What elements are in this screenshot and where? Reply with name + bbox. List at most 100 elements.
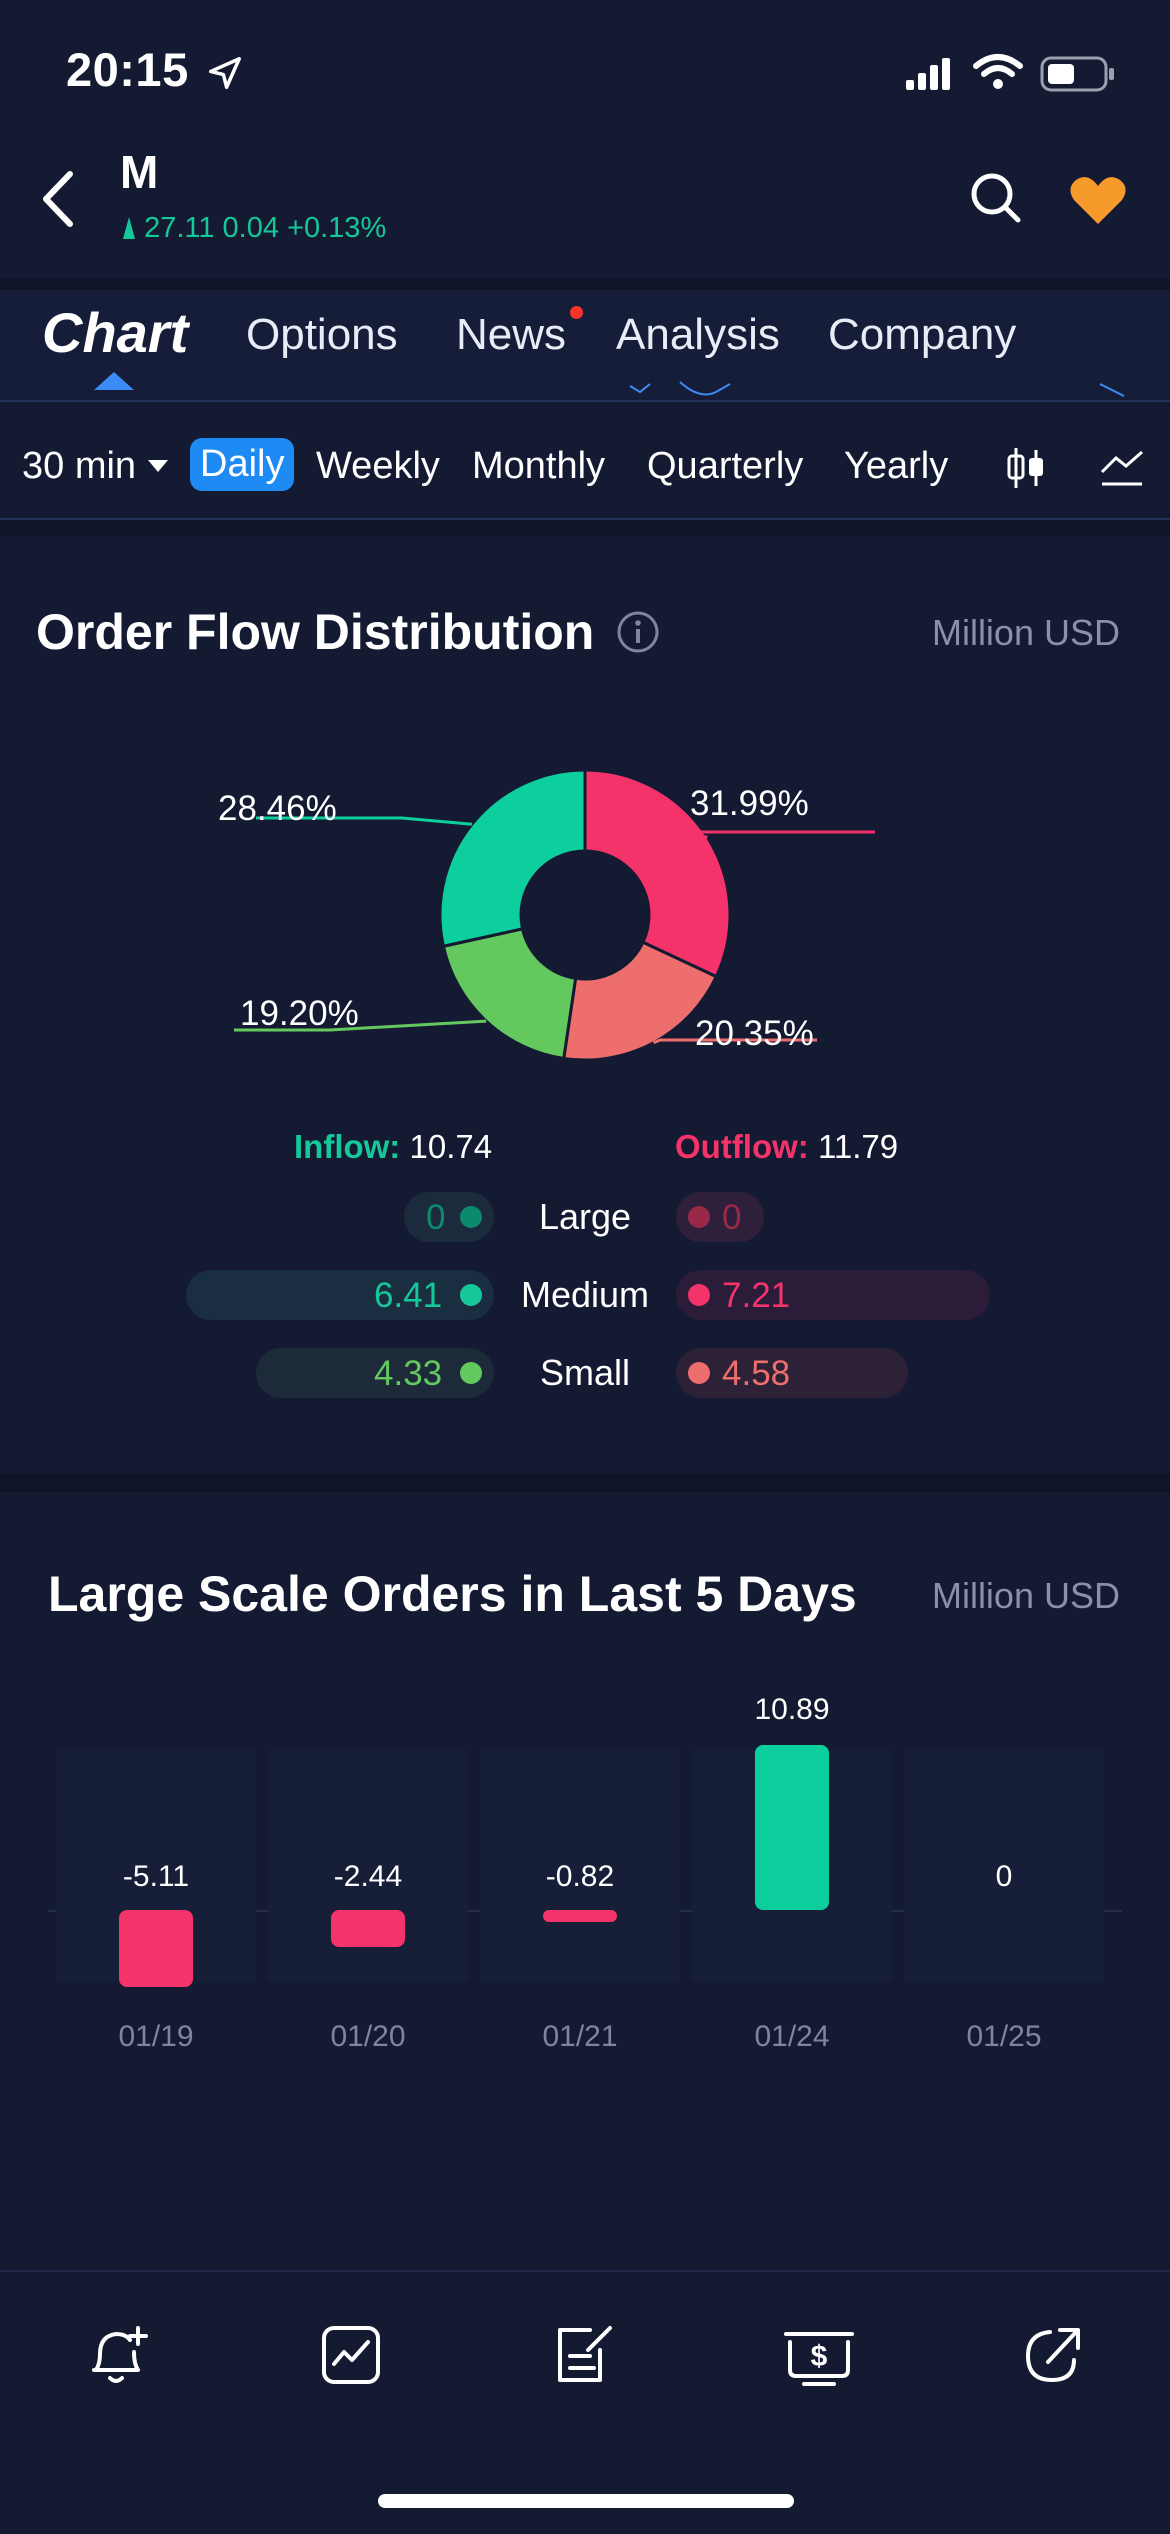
bar-date-label: 01/21 <box>542 2020 618 2053</box>
price-change-pct: +0.13% <box>287 212 387 244</box>
bar-value-label: -5.11 <box>122 1860 190 1893</box>
section-divider <box>0 1474 1170 1492</box>
large-orders-unit: Million USD <box>931 1575 1120 1616</box>
small-outflow-pill <box>676 1348 908 1398</box>
favorite-heart-icon[interactable] <box>1068 172 1128 228</box>
donut-slice <box>438 768 587 949</box>
edit-note-icon[interactable] <box>550 2320 620 2390</box>
tab-chart-label: Chart <box>42 301 189 364</box>
small-inflow-pill <box>256 1348 494 1398</box>
bar-value-label: -0.82 <box>545 1860 615 1893</box>
candlestick-icon[interactable] <box>1004 444 1048 492</box>
period-quarterly[interactable]: Quarterly <box>647 445 804 487</box>
medium-inflow-dot <box>460 1284 482 1306</box>
news-badge <box>570 306 583 319</box>
donut-pct-label: 28.46% <box>218 789 337 828</box>
large-inflow-dot <box>460 1206 482 1228</box>
outflow-value: 11.79 <box>817 1128 899 1165</box>
interval-label: 30 min <box>22 445 137 487</box>
medium-outflow-pill <box>676 1270 990 1320</box>
svg-text:$: $ <box>811 2340 828 2373</box>
ticker-symbol: M <box>120 146 159 198</box>
bar <box>755 1745 829 1910</box>
tab-company[interactable]: Company <box>828 310 1017 359</box>
battery-icon <box>1040 56 1114 92</box>
small-outflow-value: 4.58 <box>722 1354 791 1393</box>
order-flow-title: Order Flow Distribution <box>36 604 595 660</box>
large-inflow-value: 0 <box>426 1198 446 1237</box>
section-divider <box>0 520 1170 536</box>
order-flow-donut-chart: 31.99% 20.35% 19.20% 28.46% <box>218 768 875 1062</box>
medium-row-label: Medium <box>520 1274 650 1315</box>
donut-slice <box>562 940 719 1062</box>
small-outflow-dot <box>688 1362 710 1384</box>
period-weekly[interactable]: Weekly <box>316 445 440 487</box>
outflow-label: Outflow: <box>675 1128 809 1165</box>
share-icon[interactable] <box>1018 2320 1088 2390</box>
inflow-value: 10.74 <box>409 1128 493 1165</box>
medium-inflow-value: 6.41 <box>374 1276 443 1315</box>
active-tab-indicator <box>94 372 134 390</box>
wifi-icon <box>973 54 1023 89</box>
outflow-summary: Outflow: 11.79 <box>675 1128 898 1166</box>
bar-date-label: 01/25 <box>966 2020 1042 2053</box>
donut-slice <box>583 768 732 979</box>
bar-value-label: -2.44 <box>333 1860 403 1893</box>
bar <box>331 1910 405 1947</box>
donut-leader-line <box>256 816 473 826</box>
medium-outflow-value: 7.21 <box>722 1276 791 1315</box>
back-icon[interactable] <box>38 170 78 228</box>
chart-trend-icon[interactable] <box>316 2320 386 2390</box>
period-daily[interactable]: Daily <box>190 438 295 491</box>
location-arrow-icon <box>209 57 241 89</box>
tab-news[interactable]: News <box>456 310 567 359</box>
caret-down-icon <box>147 460 168 472</box>
bar-value-label: 10.89 <box>754 1693 830 1726</box>
dollar-trade-icon[interactable]: $ <box>784 2320 854 2390</box>
search-icon[interactable] <box>968 170 1024 226</box>
donut-leader-line <box>652 1038 817 1045</box>
inflow-label: Inflow: <box>294 1128 401 1165</box>
home-indicator <box>378 2494 794 2508</box>
bar-value-label: 0 <box>995 1860 1013 1893</box>
donut-pct-label: 20.35% <box>695 1014 814 1053</box>
tab-bar <box>0 278 1170 402</box>
up-arrow-icon <box>123 217 135 239</box>
donut-pct-label: 31.99% <box>690 784 809 823</box>
tab-chart[interactable]: Chart <box>42 300 188 365</box>
medium-inflow-pill <box>186 1270 494 1320</box>
large-row-label: Large <box>538 1196 632 1237</box>
order-flow-unit: Million USD <box>931 612 1120 653</box>
bottom-toolbar <box>0 2270 1170 2534</box>
period-yearly[interactable]: Yearly <box>844 445 949 487</box>
bar-date-label: 01/19 <box>118 2020 194 2053</box>
chart-peek-line <box>629 381 1125 397</box>
bar-date-label: 01/24 <box>754 2020 830 2053</box>
signal-icon <box>906 58 950 90</box>
bar <box>543 1910 617 1923</box>
donut-slice <box>441 927 578 1061</box>
indicator-line-icon[interactable] <box>1098 446 1146 488</box>
quote-line: 27.11 0.04 +0.13% <box>122 212 386 245</box>
bar <box>119 1910 193 1988</box>
donut-leader-line <box>234 1019 487 1032</box>
period-monthly[interactable]: Monthly <box>472 445 606 487</box>
bar-column-bg <box>480 1750 680 1982</box>
large-orders-bar-chart: -5.11 01/19 -2.44 01/20 -0.82 01/21 10.89 01/24… <box>0 1680 1170 2080</box>
donut-leader-line <box>675 830 875 839</box>
tab-options[interactable]: Options <box>246 310 398 359</box>
small-inflow-dot <box>460 1362 482 1384</box>
status-time: 20:15 <box>66 43 189 96</box>
period-bar <box>0 410 1170 520</box>
inflow-summary: Inflow: 10.74 <box>294 1128 492 1166</box>
bell-plus-icon[interactable] <box>82 2320 152 2390</box>
info-icon[interactable] <box>616 610 660 654</box>
price-change: 0.04 <box>222 212 279 244</box>
interval-dropdown[interactable]: 30 min <box>22 445 169 488</box>
price: 27.11 <box>144 212 215 244</box>
small-inflow-value: 4.33 <box>374 1354 443 1393</box>
bar-date-label: 01/20 <box>330 2020 406 2053</box>
small-row-label: Small <box>539 1352 631 1393</box>
tab-analysis[interactable]: Analysis <box>616 310 780 359</box>
medium-outflow-dot <box>688 1284 710 1306</box>
